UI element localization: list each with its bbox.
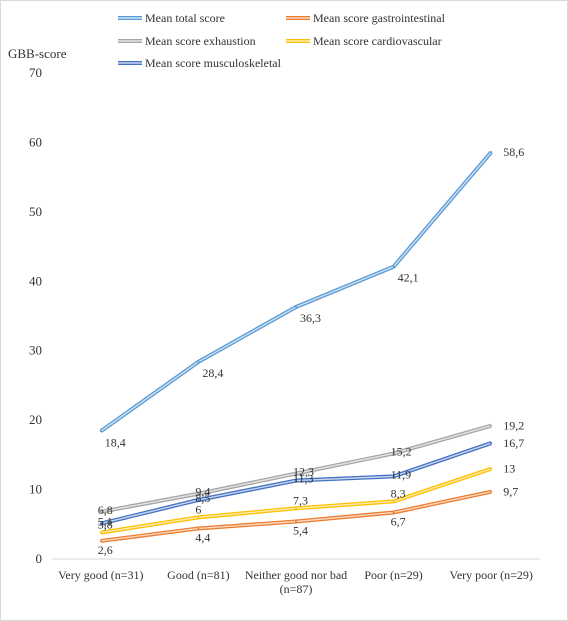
y-tick-label: 20 xyxy=(29,412,42,427)
y-tick-label: 0 xyxy=(36,551,43,566)
data-label: 11,9 xyxy=(391,467,412,481)
data-point xyxy=(197,492,200,495)
data-label: 28,4 xyxy=(202,366,223,380)
data-label: 36,3 xyxy=(300,311,321,325)
y-tick-label: 10 xyxy=(29,482,42,497)
legend-label: Mean score musculoskeletal xyxy=(145,56,282,70)
data-labels: 18,4 28,4 36,3 42,1 58,6 2,6 4,4 5,4 6,7 9,7 6,8 9,… xyxy=(98,145,524,557)
data-point xyxy=(197,360,200,363)
data-label: 6,8 xyxy=(98,503,113,517)
x-tick-label: Very good (n=31) xyxy=(58,568,143,582)
data-label: 5,4 xyxy=(293,524,308,538)
data-point xyxy=(295,472,297,475)
data-label: 3,8 xyxy=(98,518,113,532)
data-point xyxy=(392,452,395,455)
x-tick-label: (n=87) xyxy=(280,582,313,596)
data-point xyxy=(295,479,297,482)
data-point xyxy=(490,490,493,493)
data-label: 16,7 xyxy=(503,436,524,450)
legend-label: Mean score cardiovascular xyxy=(313,34,442,48)
data-label: 42,1 xyxy=(398,271,419,285)
x-tick-label: Poor (n=29) xyxy=(364,568,422,582)
data-label: 18,4 xyxy=(105,435,126,449)
data-point xyxy=(197,527,200,530)
legend-label: Mean score gastrointestinal xyxy=(313,11,446,25)
data-label: 12,3 xyxy=(293,465,314,479)
data-label: 6,7 xyxy=(391,514,406,528)
data-point xyxy=(99,539,102,542)
data-label: 2,6 xyxy=(98,543,113,557)
data-label: 13 xyxy=(503,462,515,476)
x-tick-label: Neither good nor bad xyxy=(245,568,347,582)
x-tick-label: Good (n=81) xyxy=(167,568,229,582)
data-label: 7,3 xyxy=(293,493,308,507)
data-label: 5,1 xyxy=(98,515,113,529)
data-point xyxy=(392,511,395,514)
x-tick-label: Very poor (n=29) xyxy=(449,568,532,582)
legend-label: Mean total score xyxy=(145,11,225,25)
data-point xyxy=(490,424,493,427)
legend-label: Mean score exhaustion xyxy=(145,34,256,48)
y-tick-label: 40 xyxy=(29,273,42,288)
data-label: 8,3 xyxy=(391,486,406,500)
data-point xyxy=(197,516,200,519)
data-point xyxy=(392,475,395,478)
data-label: 11,3 xyxy=(293,472,314,486)
data-label: 58,6 xyxy=(503,145,524,159)
data-point xyxy=(99,522,102,525)
data-label: 6 xyxy=(195,502,201,516)
data-label: 15,2 xyxy=(391,444,412,458)
data-point xyxy=(295,520,297,523)
y-tick-label: 50 xyxy=(29,204,42,219)
data-label: 4,4 xyxy=(195,530,210,544)
y-tick-label: 70 xyxy=(29,65,42,80)
data-point xyxy=(490,467,493,470)
x-axis: Very good (n=31) Good (n=81) Neither good … xyxy=(58,568,533,596)
legend: Mean total score Mean score gastrointesti… xyxy=(118,11,446,70)
data-label: 9,7 xyxy=(503,485,518,499)
data-label: 9,4 xyxy=(195,485,210,499)
data-point xyxy=(490,151,493,154)
series-group xyxy=(99,150,493,543)
data-point xyxy=(295,507,297,510)
data-point xyxy=(392,500,395,503)
y-axis: 0 10 20 30 40 50 60 70 xyxy=(29,65,42,566)
data-point xyxy=(197,498,200,501)
y-tick-label: 60 xyxy=(29,134,42,149)
data-point xyxy=(99,531,102,534)
data-point xyxy=(99,430,102,433)
y-tick-label: 30 xyxy=(29,343,42,358)
data-point xyxy=(392,265,395,268)
data-point xyxy=(295,305,297,308)
data-label: 8,5 xyxy=(195,491,210,505)
data-label: 19,2 xyxy=(503,419,524,433)
data-point xyxy=(99,510,102,513)
data-point xyxy=(490,442,493,445)
y-axis-label: GBB-score xyxy=(8,46,67,61)
